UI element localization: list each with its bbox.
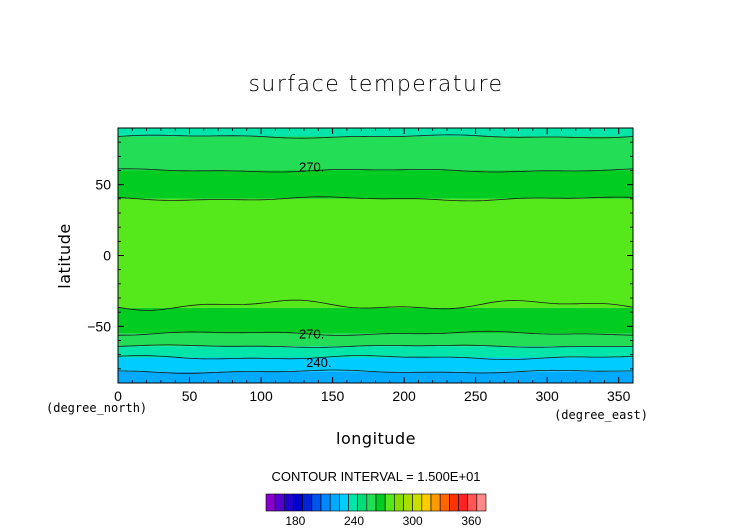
band-high-north [118,136,633,171]
colorbar-swatch [467,493,478,512]
colorbar-swatch [412,493,423,512]
band-high-south [118,333,633,347]
x-axis-label: longitude [336,429,416,448]
contour-line [118,330,634,336]
contour-line [117,196,634,202]
colorbar-swatch [348,493,358,512]
band-cold-south [118,357,633,372]
contour-interval-text: CONTOUR INTERVAL = 1.500E+01 [271,469,480,484]
colorbar-swatch [458,493,468,512]
chart-title: surface temperature [248,72,503,97]
contour-line [117,369,634,374]
x-tick-label: 100 [249,388,273,404]
contour-line [117,134,634,139]
y-unit-label: (degree_north) [46,401,147,415]
band-sub-polar-south [118,346,633,358]
colorbar-swatch [265,493,276,512]
contour-label: 240. [306,355,331,370]
colorbar-swatch [430,493,441,512]
colorbar-swatch [449,493,459,512]
colorbar-swatch [311,493,322,512]
colorbar-swatch [302,493,313,512]
colorbar-swatch [439,493,450,512]
colorbar-swatch [284,493,294,512]
colorbar: 180 240 300 360 [265,493,487,528]
colorbar-swatch [293,493,303,512]
plot-area [118,128,633,383]
colorbar-tick-label: 360 [461,514,481,528]
colorbar-tick-label: 180 [285,514,305,528]
colorbar-swatch [375,493,386,512]
x-tick-label: 350 [607,388,631,404]
contour-lines [117,134,634,374]
colorbar-swatch [403,493,413,512]
y-axis-label: latitude [55,223,74,288]
colorbar-swatch [366,493,377,512]
x-tick-label: 300 [535,388,559,404]
axis-ticks: 0 50 100 150 200 250 300 350 −50 0 50 [87,128,633,404]
contour-line [117,168,634,173]
colorbar-swatch [274,493,285,512]
colorbar-swatch [339,493,349,512]
colorbar-swatch [394,493,404,512]
x-tick-label: 50 [182,388,198,404]
y-tick-label: 50 [95,177,111,193]
colorbar-swatch [421,493,432,512]
y-tick-label: −50 [87,318,111,334]
colorbar-swatch [320,493,331,512]
contour-label-group: 270. [299,326,324,341]
band-mid-south [118,307,633,334]
x-tick-label: 250 [464,388,488,404]
contour-line [117,344,634,348]
colorbar-swatch [384,493,395,512]
colorbar-swatch [329,493,340,512]
band-mid-north [118,170,633,199]
colorbar-tick-label: 240 [344,514,364,528]
band-tropics [118,198,633,308]
x-tick-label: 200 [392,388,416,404]
contour-label: 270. [299,326,324,341]
x-tick-label: 150 [321,388,345,404]
colorbar-swatch [357,493,368,512]
contour-line [117,355,634,360]
band-polar-north [118,128,633,137]
colorbar-swatch [476,493,487,512]
contour-label-group: 240. [306,355,331,370]
y-tick-label: 0 [103,248,111,264]
band-polar-south [118,371,633,383]
x-tick-label: 0 [114,388,122,404]
contour-label: 270. [299,159,324,174]
contour-line [117,299,634,311]
colorbar-tick-label: 300 [403,514,423,528]
x-unit-label: (degree_east) [554,408,648,422]
contour-labels: 270. 270. 240. [299,159,331,370]
contour-label-group: 270. [299,159,324,174]
